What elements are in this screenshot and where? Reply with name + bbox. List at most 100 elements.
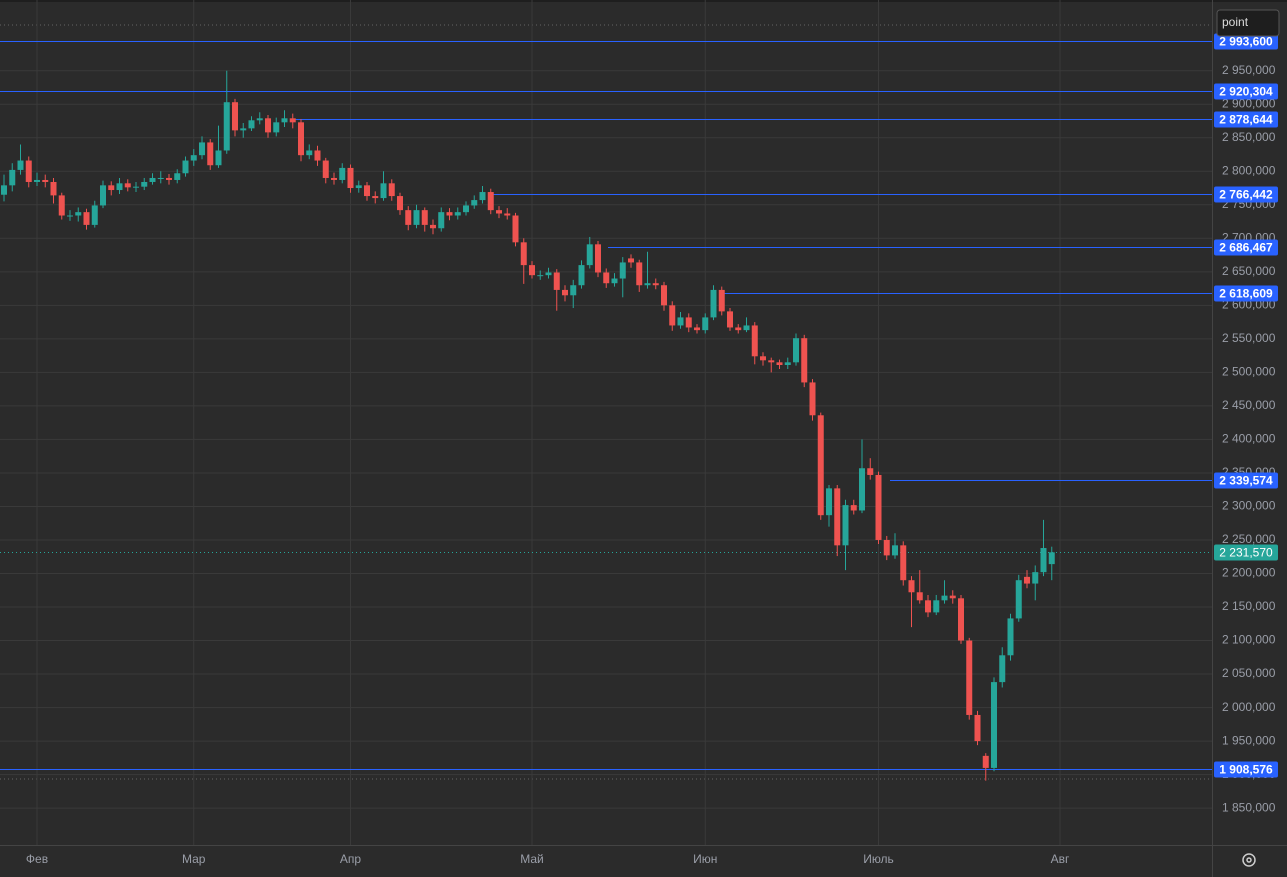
candle-body (875, 474, 882, 540)
candle-body (67, 215, 73, 217)
level-label: 2 878,644 (1219, 113, 1273, 127)
level-label-box (1214, 239, 1278, 256)
y-tick-label: 2 550,000 (1222, 331, 1276, 345)
symbol-input[interactable] (1216, 9, 1280, 37)
candle-body (240, 128, 247, 131)
y-tick-label: 2 950,000 (1222, 63, 1276, 77)
candle-body (58, 195, 65, 216)
candle-body (199, 142, 205, 156)
level-label-box (1214, 761, 1278, 778)
level-label: 2 993,600 (1219, 35, 1273, 49)
level-label-box (1214, 186, 1278, 203)
y-tick-label: 2 450,000 (1222, 398, 1276, 412)
candle-body (479, 192, 486, 201)
y-tick-label: 1 850,000 (1222, 800, 1276, 814)
candle-body (958, 598, 964, 641)
y-tick-label: 1 950,000 (1222, 733, 1276, 747)
y-tick-label: 2 500,000 (1222, 365, 1276, 379)
candle-body (520, 242, 527, 266)
candle-body (529, 265, 535, 276)
candle-body (562, 289, 568, 296)
candle-body (397, 196, 403, 211)
candle-body (25, 160, 32, 182)
candle-body (149, 177, 156, 182)
candle-body (232, 102, 238, 131)
candle-body (595, 244, 601, 273)
level-label-box (1214, 285, 1278, 302)
candle-body (793, 338, 799, 363)
x-tick-label: Май (520, 852, 544, 866)
candle-body (75, 212, 82, 216)
candle-body (694, 327, 700, 331)
candle-body (174, 173, 181, 180)
candle-body (941, 595, 948, 601)
candle-body (1007, 618, 1014, 656)
candle-body (619, 262, 626, 279)
level-label-box (1214, 111, 1278, 128)
candle-body (17, 160, 24, 170)
candle-body (537, 275, 544, 277)
candle-body (949, 595, 956, 599)
candle-body (553, 272, 560, 290)
candle-body (991, 682, 997, 768)
candle-body (999, 655, 1006, 683)
candle-body (611, 278, 618, 284)
candle-body (83, 212, 90, 225)
candle-body (801, 338, 808, 383)
candle-body (1024, 576, 1030, 584)
candle-body (157, 177, 164, 179)
candle-body (42, 179, 49, 182)
candle-body (867, 468, 874, 475)
candle-body (727, 311, 733, 328)
candle-body (388, 183, 395, 197)
candle-body (883, 539, 890, 556)
candle-body (281, 118, 288, 123)
candle-body (933, 600, 940, 613)
candle-body (735, 327, 742, 331)
candle-body (9, 169, 16, 186)
candle-body (1048, 552, 1055, 565)
candle-body (331, 177, 337, 180)
candle-body (133, 186, 139, 188)
candle-body (685, 317, 692, 328)
candle-body (743, 325, 750, 331)
candle-body (372, 196, 379, 199)
candle-body (817, 415, 824, 516)
level-label-box (1214, 472, 1278, 489)
level-label: 2 766,442 (1219, 188, 1273, 202)
candle-body (892, 545, 898, 556)
candle-body (50, 181, 57, 196)
candle-body (306, 150, 313, 156)
candle-body (570, 285, 577, 296)
y-tick-label: 2 300,000 (1222, 499, 1276, 513)
candle-body (314, 150, 321, 161)
candle-body (900, 545, 907, 581)
x-tick-label: Апр (340, 852, 362, 866)
x-tick-label: Июль (863, 852, 894, 866)
candle-body (1, 185, 7, 195)
x-tick-label: Мар (182, 852, 206, 866)
candle-body (190, 155, 197, 161)
y-tick-label: 2 650,000 (1222, 264, 1276, 278)
candle-body (809, 382, 816, 416)
candle-body (289, 118, 296, 123)
candle-body (925, 600, 931, 613)
candle-body (355, 185, 362, 189)
settings-icon[interactable] (1242, 853, 1256, 867)
symbol-input-text[interactable]: point (1222, 15, 1249, 29)
candle-body (166, 177, 172, 180)
y-tick-label: 2 800,000 (1222, 163, 1276, 177)
settings-button[interactable] (1242, 853, 1256, 867)
candle-body (908, 580, 915, 593)
candle-body (182, 160, 189, 174)
candle-body (446, 212, 453, 216)
candle-body (834, 488, 841, 546)
settings-icon[interactable] (1246, 857, 1252, 863)
candle-body (438, 212, 445, 229)
candle-body (710, 289, 717, 318)
candle-body (405, 210, 412, 225)
y-tick-label: 2 400,000 (1222, 432, 1276, 446)
candle-body (256, 118, 263, 121)
candle-body (669, 305, 676, 326)
candle-body (842, 505, 849, 546)
